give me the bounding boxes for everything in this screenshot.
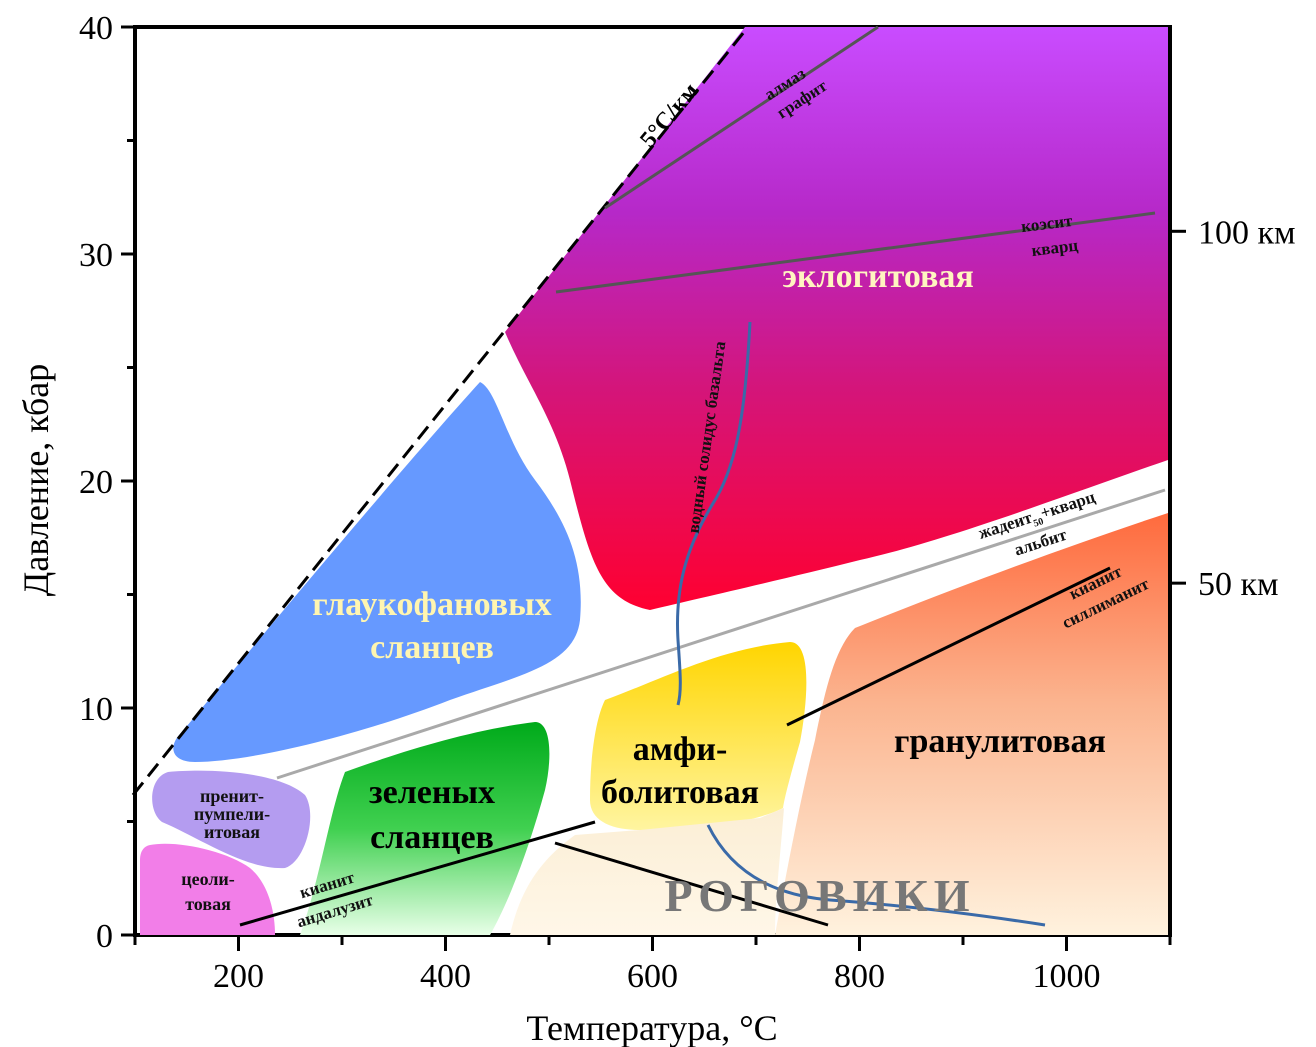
y-tick-label: 30 — [79, 237, 113, 274]
zeolite-label-2: товая — [185, 894, 231, 914]
eclogite-label: эклогитовая — [782, 258, 974, 295]
hornfels-label: РОГОВИКИ — [664, 870, 975, 921]
x-axis-title: Температура, °C — [526, 1008, 777, 1047]
kyanite-sillimanite-line — [786, 566, 1111, 727]
amphibolite-facies-region — [590, 642, 807, 830]
x-tick-label: 1000 — [1033, 958, 1101, 995]
y-axis: 0 10 20 30 40 — [79, 10, 135, 955]
jadeite-albite-line — [276, 488, 1166, 780]
amphibolite-label-2: болитовая — [601, 774, 759, 811]
andalusite-sillimanite-line — [554, 841, 829, 927]
geothermal-gradient-line — [131, 26, 750, 796]
depth-tick-label: 50 км — [1198, 566, 1279, 603]
granulite-facies-region — [775, 513, 1168, 935]
greenschist-facies-region — [300, 722, 550, 935]
prehnite-facies-region — [152, 770, 311, 869]
x-tick-label: 400 — [420, 958, 471, 995]
y-tick-label: 0 — [96, 918, 113, 955]
blueschist-facies-region — [173, 382, 581, 762]
diamond-graphite-line — [604, 25, 879, 210]
y-tick-label: 10 — [79, 691, 113, 728]
x-tick-label: 800 — [834, 958, 885, 995]
x-axis: 200 400 600 800 1000 — [133, 935, 1172, 995]
depth-tick-label: 100 км — [1198, 214, 1296, 251]
amphibolite-label-1: амфи- — [633, 731, 728, 768]
wet-basalt-solidus-lower-curve — [706, 824, 1046, 927]
eclogite-facies-region — [505, 27, 1168, 610]
y-tick-label: 20 — [79, 464, 113, 501]
greenschist-label-2: сланцев — [370, 819, 494, 856]
wet-basalt-solidus-curve — [676, 321, 752, 706]
x-tick-label: 200 — [213, 958, 264, 995]
prehnite-label-3: итовая — [204, 822, 260, 842]
y-axis-title: Давление, кбар — [16, 364, 56, 596]
coesite-quartz-line — [555, 211, 1156, 294]
blueschist-label-1: глаукофановых — [312, 586, 551, 623]
kyanite-andalusite-line — [239, 820, 596, 927]
depth-axis: 100 км 50 км — [1170, 214, 1296, 603]
prehnite-label-1: пренит- — [200, 786, 264, 806]
greenschist-label-1: зеленых — [369, 774, 495, 811]
y-tick-label: 40 — [79, 10, 113, 47]
x-tick-label: 600 — [627, 958, 678, 995]
prehnite-label-2: пумпели- — [194, 804, 270, 824]
granulite-label: гранулитовая — [894, 723, 1106, 760]
blueschist-label-2: сланцев — [370, 629, 494, 666]
zeolite-label-1: цеоли- — [181, 869, 235, 889]
zeolite-facies-region — [140, 843, 275, 935]
